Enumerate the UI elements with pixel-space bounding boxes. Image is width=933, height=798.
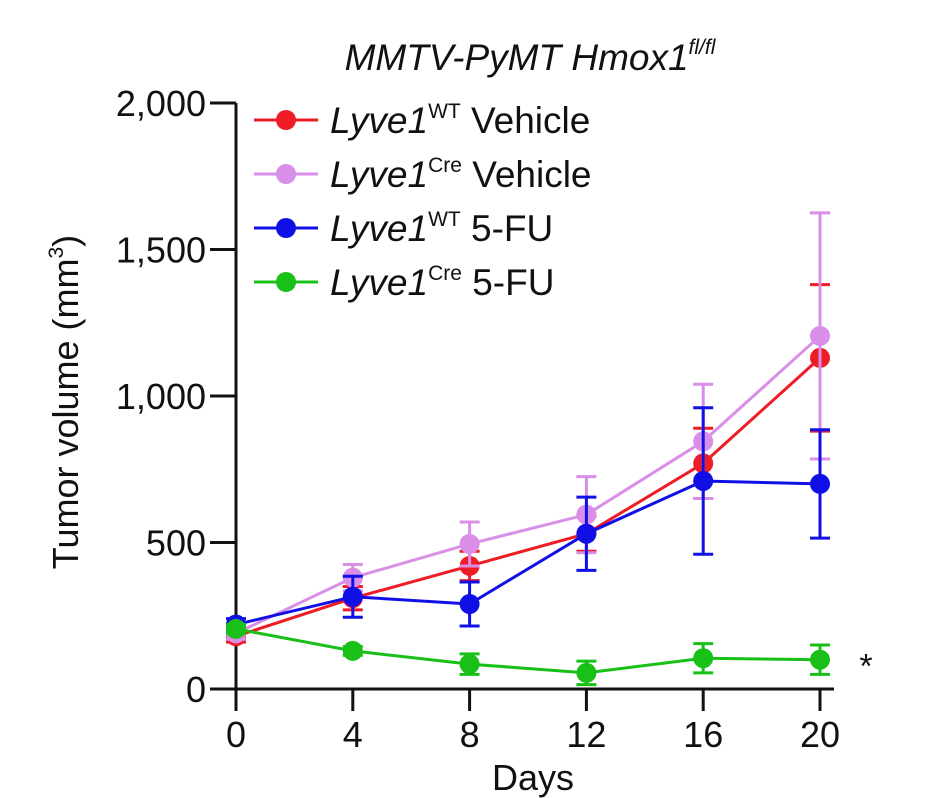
y-axis-title-close: ): [45, 235, 86, 247]
x-tick-label-1: 4: [343, 714, 363, 755]
y-tick-label-0: 0: [186, 669, 206, 710]
legend-entry-2: Lyve1WT 5-FU: [254, 208, 553, 249]
legend-swatch-marker: [276, 164, 296, 184]
series-2-point-4: [693, 470, 714, 491]
legend-label-gene: Lyve1: [330, 100, 428, 141]
x-axis-title: Days: [492, 757, 574, 798]
series-1-point-5: [810, 325, 830, 346]
chart-title-main: MMTV-PyMT Hmox1: [345, 37, 689, 78]
x-tick-label-3: 12: [566, 714, 606, 755]
y-tick-label-2: 1,000: [116, 376, 206, 417]
legend-label-allele: Cre: [428, 154, 462, 177]
series-3: [226, 618, 830, 687]
legend-entry-1: Lyve1Cre Vehicle: [254, 154, 592, 195]
annotations: *: [859, 648, 872, 686]
legend-label-treatment: Vehicle: [462, 154, 592, 195]
x-tick-label-0: 0: [226, 714, 246, 755]
y-axis-title-main: Tumor volume (mm: [45, 258, 86, 569]
series-2-point-1: [342, 586, 363, 607]
significance-asterisk: *: [859, 648, 872, 686]
y-tick-label-3: 1,500: [116, 230, 206, 271]
legend-label: Lyve1WT Vehicle: [330, 100, 590, 141]
series-3-point-3: [576, 662, 597, 683]
legend-label-treatment: Vehicle: [461, 100, 591, 141]
legend-swatch-marker: [276, 110, 296, 130]
y-tick-label-1: 500: [146, 523, 206, 564]
chart-title-superscript: fl/fl: [689, 36, 717, 59]
chart-title: MMTV-PyMT Hmox1fl/fl: [345, 36, 717, 78]
series-1-point-2: [459, 533, 480, 554]
series-3-line: [235, 627, 821, 675]
y-axis-title-superscript: 3: [45, 247, 68, 259]
legend-entry-0: Lyve1WT Vehicle: [254, 100, 590, 141]
legend-label-gene: Lyve1: [330, 262, 428, 303]
legend-label-treatment: 5-FU: [462, 262, 555, 303]
legend-entry-3: Lyve1Cre 5-FU: [254, 262, 554, 303]
legend-label: Lyve1Cre 5-FU: [330, 262, 554, 303]
series-0: [226, 283, 830, 647]
series-3-point-1: [342, 640, 363, 661]
series-2-line: [235, 479, 821, 626]
legend-label: Lyve1Cre Vehicle: [330, 154, 592, 195]
legend-label-allele: Cre: [428, 262, 462, 285]
legend-label-gene: Lyve1: [330, 208, 428, 249]
legend-swatch-marker: [276, 218, 296, 238]
y-axis-title: Tumor volume (mm3): [45, 235, 86, 569]
y-tick-label-4: 2,000: [116, 83, 206, 124]
legend-label-treatment: 5-FU: [461, 208, 554, 249]
x-tick-label-5: 20: [800, 714, 840, 755]
series-2: [226, 406, 830, 635]
legend-label-allele: WT: [428, 208, 461, 231]
axes: 0 500 1,000 1,500 2,000 0 4 8 12 16 20: [116, 83, 840, 755]
series-3-point-5: [810, 649, 830, 670]
legend-label-allele: WT: [428, 100, 461, 123]
series-2-point-2: [459, 594, 480, 615]
series-layer: [226, 211, 830, 687]
series-1-line: [235, 334, 822, 635]
series-2-point-5: [810, 473, 830, 494]
x-tick-label-2: 8: [460, 714, 480, 755]
svg-text:Tumor volume (mm3): Tumor volume (mm3): [45, 235, 86, 569]
legend-label-gene: Lyve1: [330, 154, 428, 195]
series-3-point-4: [693, 648, 714, 669]
series-3-point-0: [226, 618, 246, 639]
legend-swatch-marker: [276, 272, 296, 292]
series-0-line: [235, 356, 822, 638]
series-2-point-3: [576, 523, 597, 544]
legend-label: Lyve1WT 5-FU: [330, 208, 553, 249]
x-tick-label-4: 16: [683, 714, 723, 755]
series-3-point-2: [459, 654, 480, 675]
